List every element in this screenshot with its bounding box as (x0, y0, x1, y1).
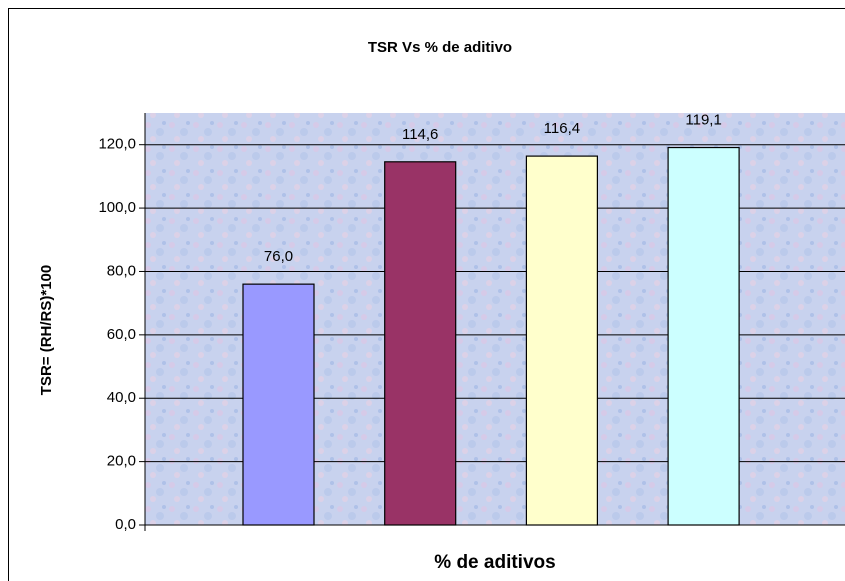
y-tick-label: 120,0 (98, 136, 136, 153)
x-axis-title: % de aditivos (434, 552, 555, 573)
bar (384, 161, 457, 526)
data-label: 76,0 (264, 248, 293, 265)
y-tick-label: 100,0 (98, 199, 136, 216)
data-label: 114,6 (402, 126, 438, 143)
y-tick-label: 40,0 (107, 389, 136, 406)
bar (667, 146, 740, 526)
y-tick-label: 20,0 (107, 453, 136, 470)
bar (242, 283, 315, 526)
bar (525, 155, 599, 526)
y-axis-title-group: TSR= (RH/RS)*100 (38, 265, 55, 395)
y-tick-label: 60,0 (107, 326, 136, 343)
y-tick-label: 80,0 (107, 262, 136, 279)
data-label: 116,4 (544, 120, 580, 137)
y-tick-label: 0,0 (115, 516, 136, 533)
data-label: 119,1 (685, 112, 721, 129)
chart-title: TSR Vs % de aditivo (368, 39, 512, 56)
y-axis-title: TSR= (RH/RS)*100 (38, 265, 55, 395)
